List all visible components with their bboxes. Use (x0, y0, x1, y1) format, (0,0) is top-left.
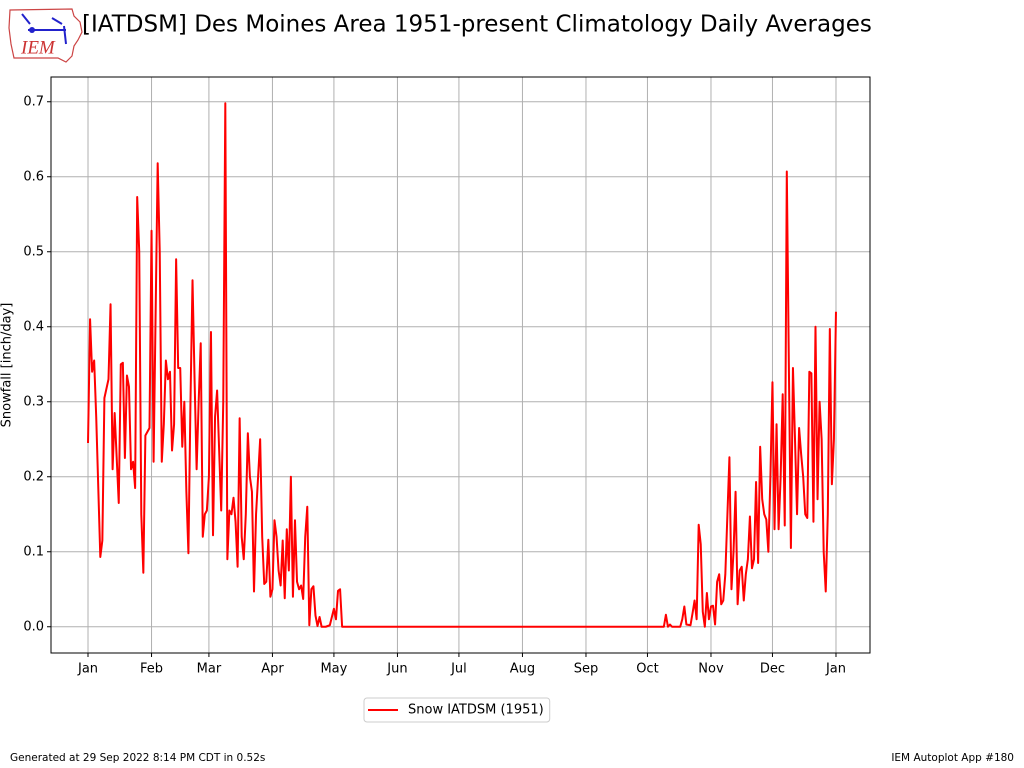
chart-title: [IATDSM] Des Moines Area 1951-present Cl… (82, 12, 872, 38)
plot-frame (50, 76, 871, 654)
footer-right: IEM Autoplot App #180 (891, 752, 1014, 764)
legend-label: Snow IATDSM (1951) (408, 703, 544, 718)
y-tick-label: 0.0 (23, 619, 44, 634)
x-tick-label: Aug (510, 662, 535, 677)
x-tick-label: Jan (77, 662, 98, 677)
footer-left: Generated at 29 Sep 2022 8:14 PM CDT in … (10, 752, 265, 764)
x-tick-label: Nov (698, 662, 724, 677)
y-tick-label: 0.2 (23, 469, 44, 484)
x-tick-label: May (320, 662, 347, 677)
x-tick-label: Jun (386, 662, 407, 677)
data-line (87, 102, 837, 628)
x-tick-label: Dec (760, 662, 785, 677)
y-tick-label: 0.5 (23, 244, 44, 259)
logo-text: IEM (20, 37, 56, 58)
y-tick-label: 0.1 (23, 544, 44, 559)
x-tick-label: Apr (261, 662, 284, 677)
logo: IEM (8, 8, 83, 63)
x-tick-label: Feb (140, 662, 163, 677)
x-tick-label: Mar (197, 662, 222, 677)
x-tick-label: Jan (825, 662, 846, 677)
legend: Snow IATDSM (1951) (363, 697, 551, 723)
logo-icon (21, 13, 67, 45)
logo-dot (29, 27, 35, 33)
legend-box (363, 697, 551, 723)
y-tick-label: 0.3 (23, 394, 44, 409)
y-tick-label: 0.7 (23, 94, 44, 109)
x-tick-label: Oct (636, 662, 658, 677)
logo-outline (8, 8, 83, 63)
y-tick-label: 0.4 (23, 319, 44, 334)
x-tick-label: Jul (450, 662, 467, 677)
y-tick-label: 0.6 (23, 169, 44, 184)
x-tick-label: Sep (574, 662, 599, 677)
y-axis-label: Snowfall [inch/day] (0, 303, 15, 428)
